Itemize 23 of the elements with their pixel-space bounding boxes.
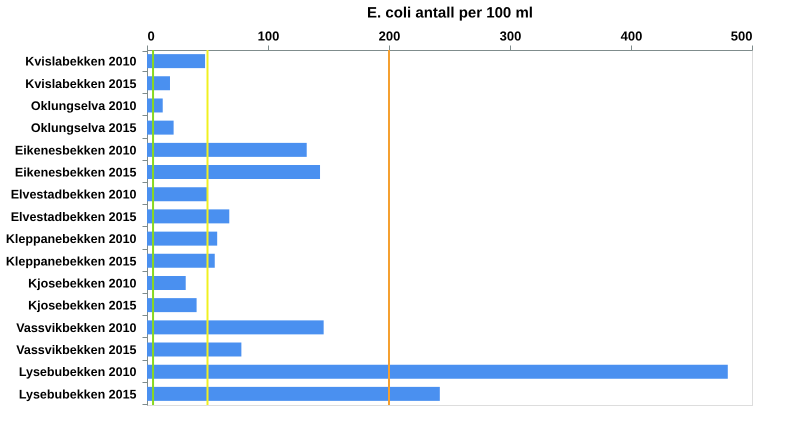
y-tick-label: Eikenesbekken 2010 xyxy=(14,143,137,158)
y-tick-label: Kvislabekken 2010 xyxy=(25,54,137,69)
y-tick-label: Kjosebekken 2015 xyxy=(28,298,137,313)
x-tick-label: 100 xyxy=(258,28,280,44)
y-tick-label: Vassvikbekken 2015 xyxy=(16,343,137,358)
y-tick-label: Eikenesbekken 2015 xyxy=(14,166,137,180)
y-tick-label: Kjosebekken 2010 xyxy=(28,276,137,290)
y-tick-label: Kleppanebekken 2010 xyxy=(6,232,137,246)
y-tick-label: Elvestadbekken 2015 xyxy=(10,210,137,224)
x-tick-label: 0 xyxy=(148,28,155,44)
x-tick-label: 200 xyxy=(378,28,400,44)
y-tick-label: Kleppanebekken 2015 xyxy=(6,254,137,268)
y-tick-label: Oklungselva 2015 xyxy=(30,121,137,136)
x-tick-label: 400 xyxy=(620,28,642,44)
y-tick-label: Kvislabekken 2015 xyxy=(25,76,137,91)
y-tick-label: Lysebubekken 2010 xyxy=(18,365,137,380)
y-tick-label: Vassvikbekken 2010 xyxy=(16,320,137,335)
y-tick-label: Elvestadbekken 2010 xyxy=(10,188,137,202)
x-tick-label: 500 xyxy=(730,28,752,44)
x-tick-label: 300 xyxy=(500,28,522,44)
x-axis-title: E. coli antall per 100 ml xyxy=(367,4,533,22)
y-tick-label: Lysebubekken 2015 xyxy=(18,387,137,402)
y-tick-label: Oklungselva 2010 xyxy=(30,98,137,113)
